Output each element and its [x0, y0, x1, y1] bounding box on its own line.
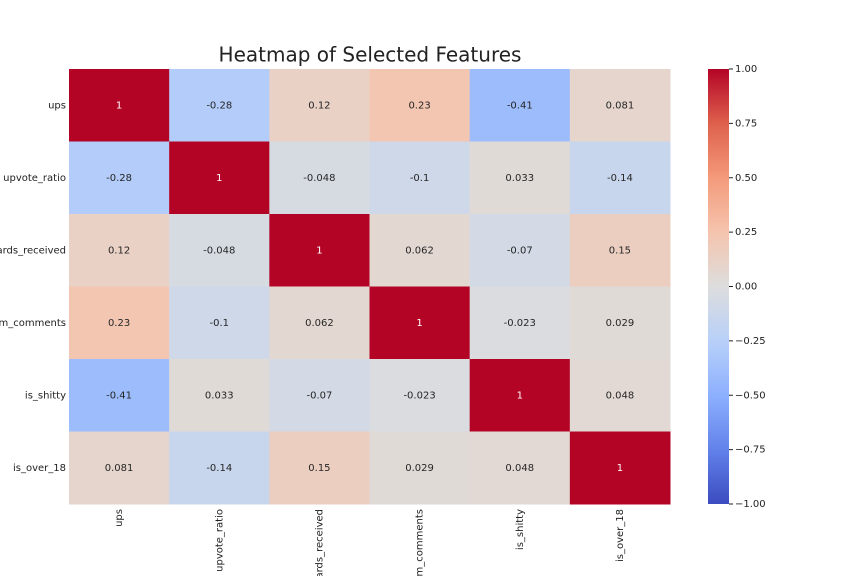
cell — [569, 214, 671, 287]
cell — [369, 69, 471, 142]
cell — [269, 214, 370, 287]
cell — [569, 359, 671, 432]
y-tick-label: is_over_18 — [13, 463, 66, 474]
colorbar-tick-label: 0.50 — [735, 173, 757, 184]
cell — [369, 141, 471, 215]
cell-label: 0.029 — [405, 463, 434, 474]
y-tick-label: m_comments — [0, 318, 66, 329]
cell-label: -0.28 — [106, 173, 132, 184]
cell-label: -0.14 — [206, 463, 232, 474]
cell — [469, 359, 571, 432]
cell-label: 0.23 — [108, 318, 130, 329]
cell — [169, 431, 270, 505]
colorbar-tick-label: 1.00 — [735, 64, 757, 75]
cell-label: 0.081 — [606, 100, 635, 111]
cell — [469, 214, 571, 287]
colorbar — [708, 69, 729, 504]
colorbar-tick-label: −0.75 — [735, 445, 766, 456]
x-tick-label: m_comments — [415, 509, 426, 576]
colorbar-tick-label: −0.50 — [735, 390, 766, 401]
cell — [369, 214, 471, 287]
cell-label: 0.033 — [505, 173, 534, 184]
cell-label: 0.15 — [609, 245, 631, 256]
cell — [69, 141, 170, 215]
cell — [269, 359, 370, 432]
cell-label: 1 — [517, 390, 523, 401]
colorbar-tick-label: 0.25 — [735, 227, 757, 238]
x-tick-label: upvote_ratio — [214, 509, 225, 572]
y-tick-label: ards_received — [0, 245, 66, 256]
cell — [269, 286, 370, 360]
x-tick-label: is_shitty — [515, 509, 526, 550]
cell — [469, 286, 571, 360]
y-tick-label: ups — [48, 100, 66, 111]
cell — [469, 141, 571, 215]
cell-label: 1 — [316, 245, 322, 256]
cell — [269, 431, 370, 505]
colorbar-tick-label: −0.25 — [735, 336, 766, 347]
cell — [169, 359, 270, 432]
cell-label: 1 — [216, 173, 222, 184]
cell-label: 1 — [617, 463, 623, 474]
cell — [569, 141, 671, 215]
cell — [269, 69, 370, 142]
colorbar-tick-label: 0.75 — [735, 118, 757, 129]
cell-label: -0.07 — [306, 390, 332, 401]
cell-label: 0.029 — [606, 318, 635, 329]
cell — [69, 359, 170, 432]
cell-label: 0.12 — [308, 100, 330, 111]
cell — [169, 69, 270, 142]
cell — [369, 286, 471, 360]
colorbar-tick-label: 0.00 — [735, 282, 757, 293]
cell-label: 0.12 — [108, 245, 130, 256]
cell-label: -0.28 — [206, 100, 232, 111]
cell-label: 0.062 — [405, 245, 434, 256]
y-tick-label: upvote_ratio — [3, 173, 66, 184]
cell — [369, 431, 471, 505]
cell-label: 0.081 — [105, 463, 134, 474]
cell — [469, 431, 571, 505]
cell-label: -0.14 — [607, 173, 633, 184]
cell-label: -0.023 — [504, 318, 536, 329]
cell-label: -0.1 — [410, 173, 430, 184]
cell — [69, 286, 170, 360]
colorbar-tick-label: −1.00 — [735, 499, 766, 510]
cell-label: 0.23 — [408, 100, 430, 111]
cell — [69, 214, 170, 287]
cell-label: 1 — [116, 100, 122, 111]
cell-label: 0.033 — [205, 390, 234, 401]
cell-label: -0.41 — [507, 100, 533, 111]
cell-label: 0.15 — [308, 463, 330, 474]
cell-label: -0.048 — [303, 173, 335, 184]
chart-title: Heatmap of Selected Features — [219, 43, 522, 67]
x-tick-label: ups — [114, 509, 125, 527]
cell-label: 1 — [416, 318, 422, 329]
cell-label: -0.41 — [106, 390, 132, 401]
cell-label: -0.1 — [209, 318, 229, 329]
cell — [569, 69, 671, 142]
cell — [169, 214, 270, 287]
y-tick-label: is_shitty — [25, 390, 66, 401]
cell-label: 0.048 — [606, 390, 635, 401]
cell-label: 0.048 — [505, 463, 534, 474]
cell — [169, 286, 270, 360]
cell — [569, 286, 671, 360]
x-tick-label: ards_received — [314, 509, 325, 576]
cell — [169, 141, 270, 215]
x-tick-label: is_over_18 — [615, 509, 626, 562]
cell-label: -0.07 — [507, 245, 533, 256]
cell — [269, 141, 370, 215]
cell-label: -0.023 — [403, 390, 435, 401]
cell — [469, 69, 571, 142]
cell — [569, 431, 671, 505]
cell — [69, 431, 170, 505]
cell-label: -0.048 — [203, 245, 235, 256]
cell-label: 0.062 — [305, 318, 334, 329]
cell — [69, 69, 170, 142]
cell — [369, 359, 471, 432]
